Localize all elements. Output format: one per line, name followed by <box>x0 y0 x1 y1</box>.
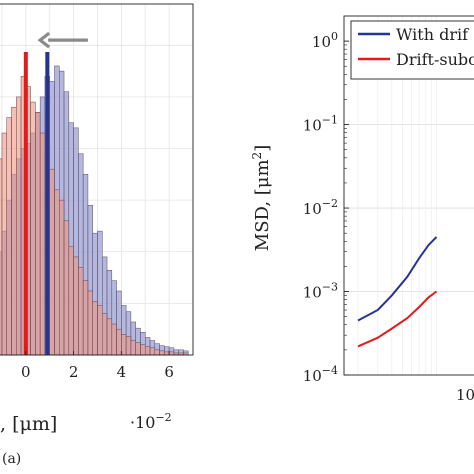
histogram-bar-red <box>1 132 7 356</box>
legend-label: Drift-subo <box>396 50 474 69</box>
histogram-bar-red <box>101 313 108 356</box>
histogram-bar-red <box>68 246 74 356</box>
msd-series-lines <box>357 236 438 348</box>
histogram-bar-red <box>125 336 132 356</box>
msd-series-line <box>357 236 438 322</box>
msd-panel: 10−4 10−3 10−2 10−1 100 10 MSD, [μm2] With d… <box>250 15 474 404</box>
histogram-bar-red <box>130 340 136 356</box>
histogram-x-axis-label: , [μm] <box>0 413 57 435</box>
histogram-bar-red <box>78 267 84 356</box>
histogram-bar-red <box>6 117 12 356</box>
histogram-bar-red <box>39 132 46 356</box>
histogram-bar-red <box>82 280 89 356</box>
y-tick-label: 10−4 <box>303 364 338 385</box>
arrow-head <box>37 31 51 49</box>
histogram-bar-red <box>154 349 160 356</box>
msd-y-axis-label: MSD, [μm2] <box>250 145 273 251</box>
histogram-bar-red <box>63 220 70 356</box>
msd-legend: With drif Drift-subo <box>350 20 474 80</box>
histogram-bar-red <box>164 351 170 356</box>
histogram-bar-red <box>73 256 79 356</box>
histogram-bar-red <box>54 189 60 356</box>
histogram-x-multiplier: ·10−2 <box>130 411 172 432</box>
msd-axes <box>343 15 474 376</box>
histogram-bar-red <box>97 305 103 356</box>
histogram-bar-red <box>159 350 165 356</box>
histogram-bar-red <box>121 334 127 356</box>
x-tick-label: 0 <box>21 363 31 381</box>
panel-a-label: (a) <box>2 451 21 467</box>
histogram-x-multiplier-exponent: −2 <box>155 411 171 424</box>
y-tick-label: 10−3 <box>303 281 338 302</box>
histogram-axes <box>0 3 194 356</box>
msd-frame <box>343 15 474 376</box>
histogram-bar-red <box>135 342 141 356</box>
histogram-bar-red <box>30 101 36 356</box>
histogram-bar-red <box>0 158 3 356</box>
histogram-bar-red <box>144 346 151 356</box>
histogram-x-ticks: 0 2 4 6 <box>21 351 174 381</box>
legend-label: With drif <box>396 25 469 44</box>
legend-box <box>350 20 474 80</box>
msd-x-tick-label-10: 10 <box>456 386 474 404</box>
histogram-bar-red <box>59 199 65 356</box>
histogram-frame <box>0 3 194 356</box>
shift-arrow <box>37 31 88 49</box>
x-tick-label: 6 <box>164 363 174 381</box>
histogram-bar-red <box>87 290 93 356</box>
y-tick-label: 10−2 <box>303 197 338 218</box>
histogram-bar-red <box>49 168 55 356</box>
x-tick-label: 4 <box>117 363 127 381</box>
histogram-bar-red <box>168 351 175 356</box>
x-tick-label: 2 <box>69 363 79 381</box>
msd-y-ticks: 10−4 10−3 10−2 10−1 100 <box>303 30 349 385</box>
histogram-bar-red <box>140 344 146 356</box>
y-tick-label: 100 <box>312 30 338 51</box>
histogram-reference-lines <box>23 52 50 355</box>
histogram-bar-red <box>92 301 98 356</box>
y-tick-label: 10−1 <box>303 114 338 135</box>
msd-y-axis-label-exponent: 2 <box>250 152 264 160</box>
histogram-bar-red <box>11 106 17 356</box>
histogram-bar-red <box>106 318 113 356</box>
histogram-bar-red <box>111 323 117 356</box>
histogram-bar-red <box>35 112 41 356</box>
histogram-bars <box>0 65 189 356</box>
histogram-bar-red <box>116 328 122 356</box>
msd-series-line <box>357 290 438 348</box>
histogram-bar-red <box>149 347 156 356</box>
histogram-panel: 0 2 4 6 , [μm] ·10−2 (a) <box>0 3 194 467</box>
histogram-bar-red <box>16 96 22 356</box>
